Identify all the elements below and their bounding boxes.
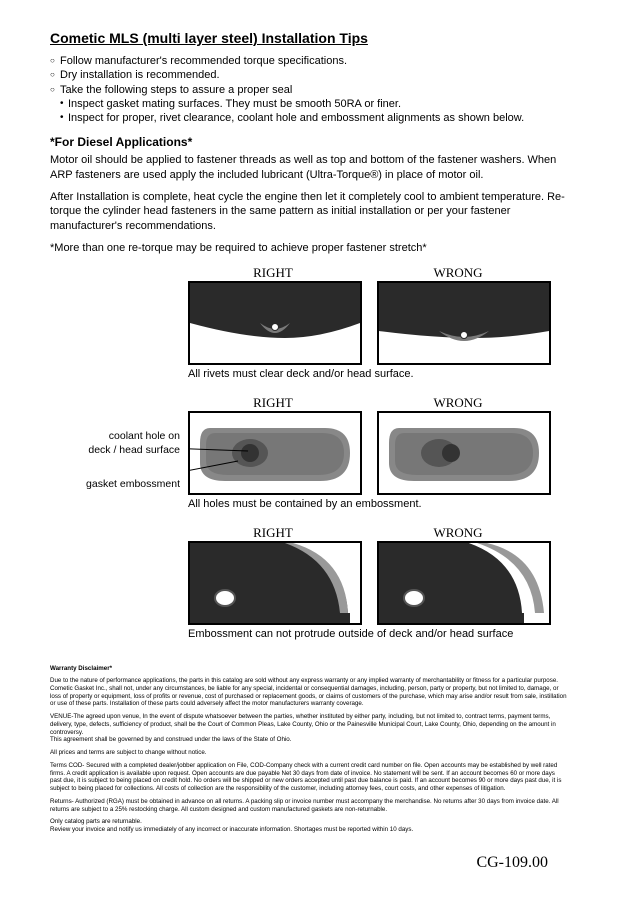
wrong-label-3: WRONG xyxy=(373,525,543,541)
panel-holes-wrong xyxy=(377,411,551,495)
panel-holes-right xyxy=(188,411,362,495)
diagrams: RIGHT WRONG xyxy=(50,265,568,640)
right-label-2: RIGHT xyxy=(188,395,358,411)
page: Cometic MLS (multi layer steel) Installa… xyxy=(0,0,618,902)
page-title: Cometic MLS (multi layer steel) Installa… xyxy=(50,30,568,46)
caption-3: Embossment can not protrude outside of d… xyxy=(188,628,568,640)
sub-bullet-2: Inspect for proper, rivet clearance, coo… xyxy=(50,111,568,125)
right-label-3: RIGHT xyxy=(188,525,358,541)
sub-bullet-1: Inspect gasket mating surfaces. They mus… xyxy=(50,97,568,111)
disclaimer-p3: All prices and terms are subject to chan… xyxy=(50,749,568,757)
wrong-label-1: WRONG xyxy=(373,265,543,281)
panel-emboss-wrong xyxy=(377,541,551,625)
disclaimer: Warranty Disclaimer* Due to the nature o… xyxy=(50,665,568,834)
disclaimer-p5: Returns- Authorized (RGA) must be obtain… xyxy=(50,798,568,814)
coolant-label-1: coolant hole on xyxy=(109,430,180,442)
row1-labels xyxy=(50,265,188,300)
bullet-list: Follow manufacturer's recommended torque… xyxy=(50,54,568,125)
bullet-2: Dry installation is recommended. xyxy=(50,68,568,82)
panel-rivet-wrong xyxy=(377,281,551,365)
row2-content: RIGHT WRONG xyxy=(188,395,568,510)
row1-content: RIGHT WRONG xyxy=(188,265,568,380)
row3-content: RIGHT WRONG xyxy=(188,525,568,640)
diesel-p2: After Installation is complete, heat cyc… xyxy=(50,190,568,233)
diagram-row-emboss: RIGHT WRONG xyxy=(50,525,568,640)
disclaimer-title: Warranty Disclaimer* xyxy=(50,665,568,673)
footer-code: CG-109.00 xyxy=(50,854,568,872)
diesel-header: *For Diesel Applications* xyxy=(50,135,568,149)
bullet-3: Take the following steps to assure a pro… xyxy=(50,83,568,97)
panel-emboss-right xyxy=(188,541,362,625)
diagram-row-rivets: RIGHT WRONG xyxy=(50,265,568,380)
diesel-p1: Motor oil should be applied to fastener … xyxy=(50,153,568,182)
disclaimer-p4: Terms COD- Secured with a completed deal… xyxy=(50,762,568,793)
panel-rivet-right xyxy=(188,281,362,365)
bullet-1: Follow manufacturer's recommended torque… xyxy=(50,54,568,68)
wrong-label-2: WRONG xyxy=(373,395,543,411)
caption-1: All rivets must clear deck and/or head s… xyxy=(188,368,568,380)
right-label-1: RIGHT xyxy=(188,265,358,281)
disclaimer-p2: VENUE-The agreed upon venue, In the even… xyxy=(50,713,568,744)
diagram-row-holes: coolant hole on deck / head surface gaske… xyxy=(50,395,568,510)
row2-labels: coolant hole on deck / head surface gaske… xyxy=(50,395,188,491)
gasket-label: gasket embossment xyxy=(50,478,180,492)
diesel-p3: *More than one re-torque may be required… xyxy=(50,241,568,255)
disclaimer-p6: Only catalog parts are returnable.Review… xyxy=(50,818,568,834)
row3-labels xyxy=(50,525,188,560)
caption-2: All holes must be contained by an emboss… xyxy=(188,498,568,510)
coolant-label-2: deck / head surface xyxy=(88,444,180,456)
disclaimer-p1: Due to the nature of performance applica… xyxy=(50,677,568,708)
